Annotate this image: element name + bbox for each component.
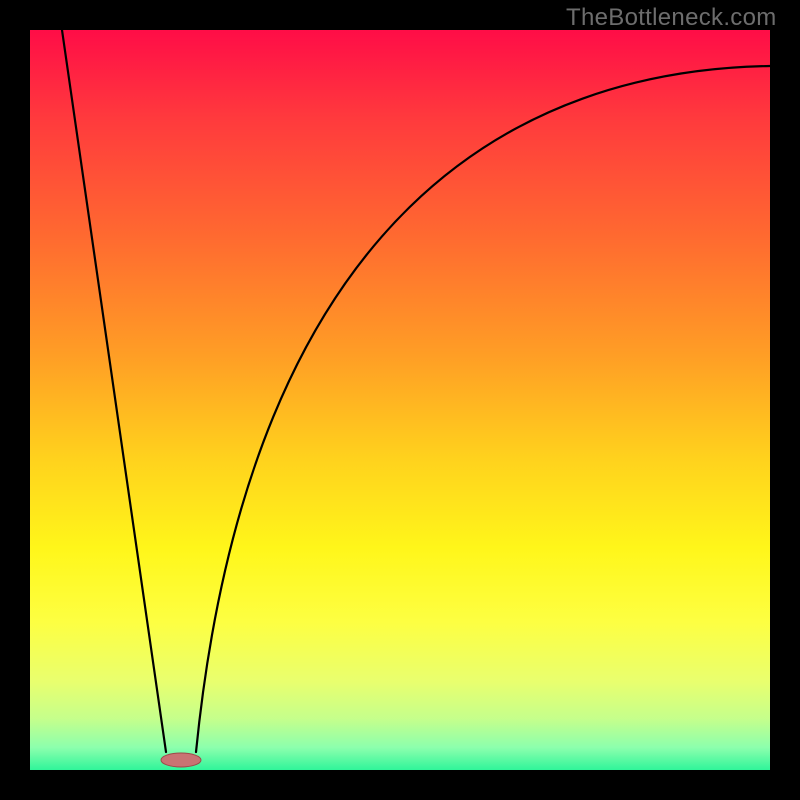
chart-svg xyxy=(0,0,800,800)
watermark-text: TheBottleneck.com xyxy=(566,4,777,32)
bottleneck-marker xyxy=(161,753,201,767)
right-curve xyxy=(196,66,770,752)
left-line xyxy=(62,30,166,752)
